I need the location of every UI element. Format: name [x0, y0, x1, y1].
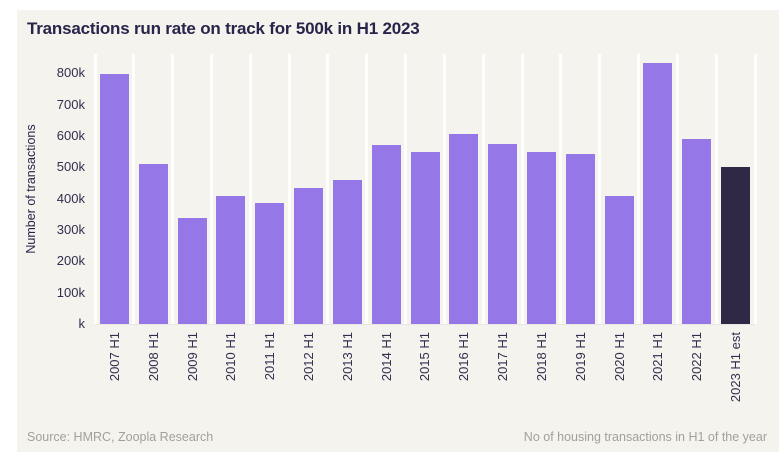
- gridline: [326, 54, 330, 324]
- bar-2009-h1: [177, 218, 207, 324]
- bar-2017-h1: [488, 143, 518, 324]
- bar-2019-h1: [565, 154, 595, 324]
- x-axis-labels: 2007 H1 2008 H1 2009 H1 2010 H1 2011 H1 2012 …: [95, 332, 755, 428]
- y-tick-label: 300k: [56, 222, 85, 238]
- x-tick-label: 2011 H1: [262, 332, 278, 381]
- bar-2014-h1: [371, 144, 401, 324]
- bar-2008-h1: [138, 164, 168, 324]
- gridline: [365, 54, 369, 324]
- gridline: [675, 54, 679, 324]
- bar-2011-h1: [255, 202, 285, 324]
- x-tick-label: 2019 H1: [572, 332, 588, 382]
- x-tick-label: 2020 H1: [611, 332, 627, 382]
- gridline: [132, 54, 136, 324]
- chart-card: Transactions run rate on track for 500k …: [17, 10, 779, 452]
- x-tick-label: 2021 H1: [650, 332, 666, 382]
- gridline: [287, 54, 291, 324]
- x-tick-label: 2009 H1: [184, 332, 200, 382]
- x-tick-label: 2013 H1: [339, 332, 355, 382]
- y-tick-label: 100k: [56, 284, 85, 300]
- y-tick-label: 400k: [56, 190, 85, 206]
- y-tick-label: 800k: [56, 65, 85, 81]
- x-tick-label: 2022 H1: [689, 332, 705, 382]
- bar-2012-h1: [294, 188, 324, 324]
- y-axis-ticks: k 100k 200k 300k 400k 500k 600k 700k 800k: [17, 10, 85, 452]
- plot-area: [93, 54, 757, 325]
- x-tick-label: 2015 H1: [417, 332, 433, 382]
- bar-2020-h1: [604, 196, 634, 324]
- gridline: [93, 54, 97, 324]
- bar-2015-h1: [410, 152, 440, 324]
- x-tick-label: 2017 H1: [495, 332, 511, 382]
- gridline: [753, 54, 757, 324]
- x-tick-label: 2014 H1: [378, 332, 394, 382]
- y-tick-label: 600k: [56, 128, 85, 144]
- bar-2007-h1: [99, 74, 129, 324]
- y-tick-label: 500k: [56, 159, 85, 175]
- x-tick-label: 2023 H1 est: [728, 332, 744, 403]
- gridline: [481, 54, 485, 324]
- bar-2018-h1: [526, 151, 556, 324]
- gridline: [714, 54, 718, 324]
- bar-2021-h1: [643, 63, 673, 324]
- bar-2022-h1: [682, 138, 712, 324]
- x-tick-label: 2007 H1: [106, 332, 122, 382]
- x-tick-label: 2012 H1: [301, 332, 317, 382]
- bar-2010-h1: [216, 196, 246, 324]
- gridline: [559, 54, 563, 324]
- y-tick-label: 700k: [56, 96, 85, 112]
- footer-source: Source: HMRC, Zoopla Research: [27, 430, 214, 444]
- bar-2016-h1: [449, 133, 479, 324]
- x-tick-label: 2010 H1: [223, 332, 239, 382]
- gridline: [637, 54, 641, 324]
- y-tick-label: k: [78, 316, 86, 331]
- footer-note: No of housing transactions in H1 of the …: [523, 430, 767, 444]
- bar-2013-h1: [332, 179, 362, 324]
- gridline: [171, 54, 175, 324]
- x-tick-label: 2018 H1: [533, 332, 549, 382]
- gridline: [404, 54, 408, 324]
- gridline: [248, 54, 252, 324]
- gridline: [209, 54, 213, 324]
- gridline: [598, 54, 602, 324]
- chart-title: Transactions run rate on track for 500k …: [27, 19, 420, 38]
- bar-2023-h1-est: [721, 167, 751, 324]
- gridline: [442, 54, 446, 324]
- gridline: [520, 54, 524, 324]
- x-tick-label: 2008 H1: [145, 332, 161, 382]
- x-tick-label: 2016 H1: [456, 332, 472, 382]
- y-tick-label: 200k: [56, 253, 85, 269]
